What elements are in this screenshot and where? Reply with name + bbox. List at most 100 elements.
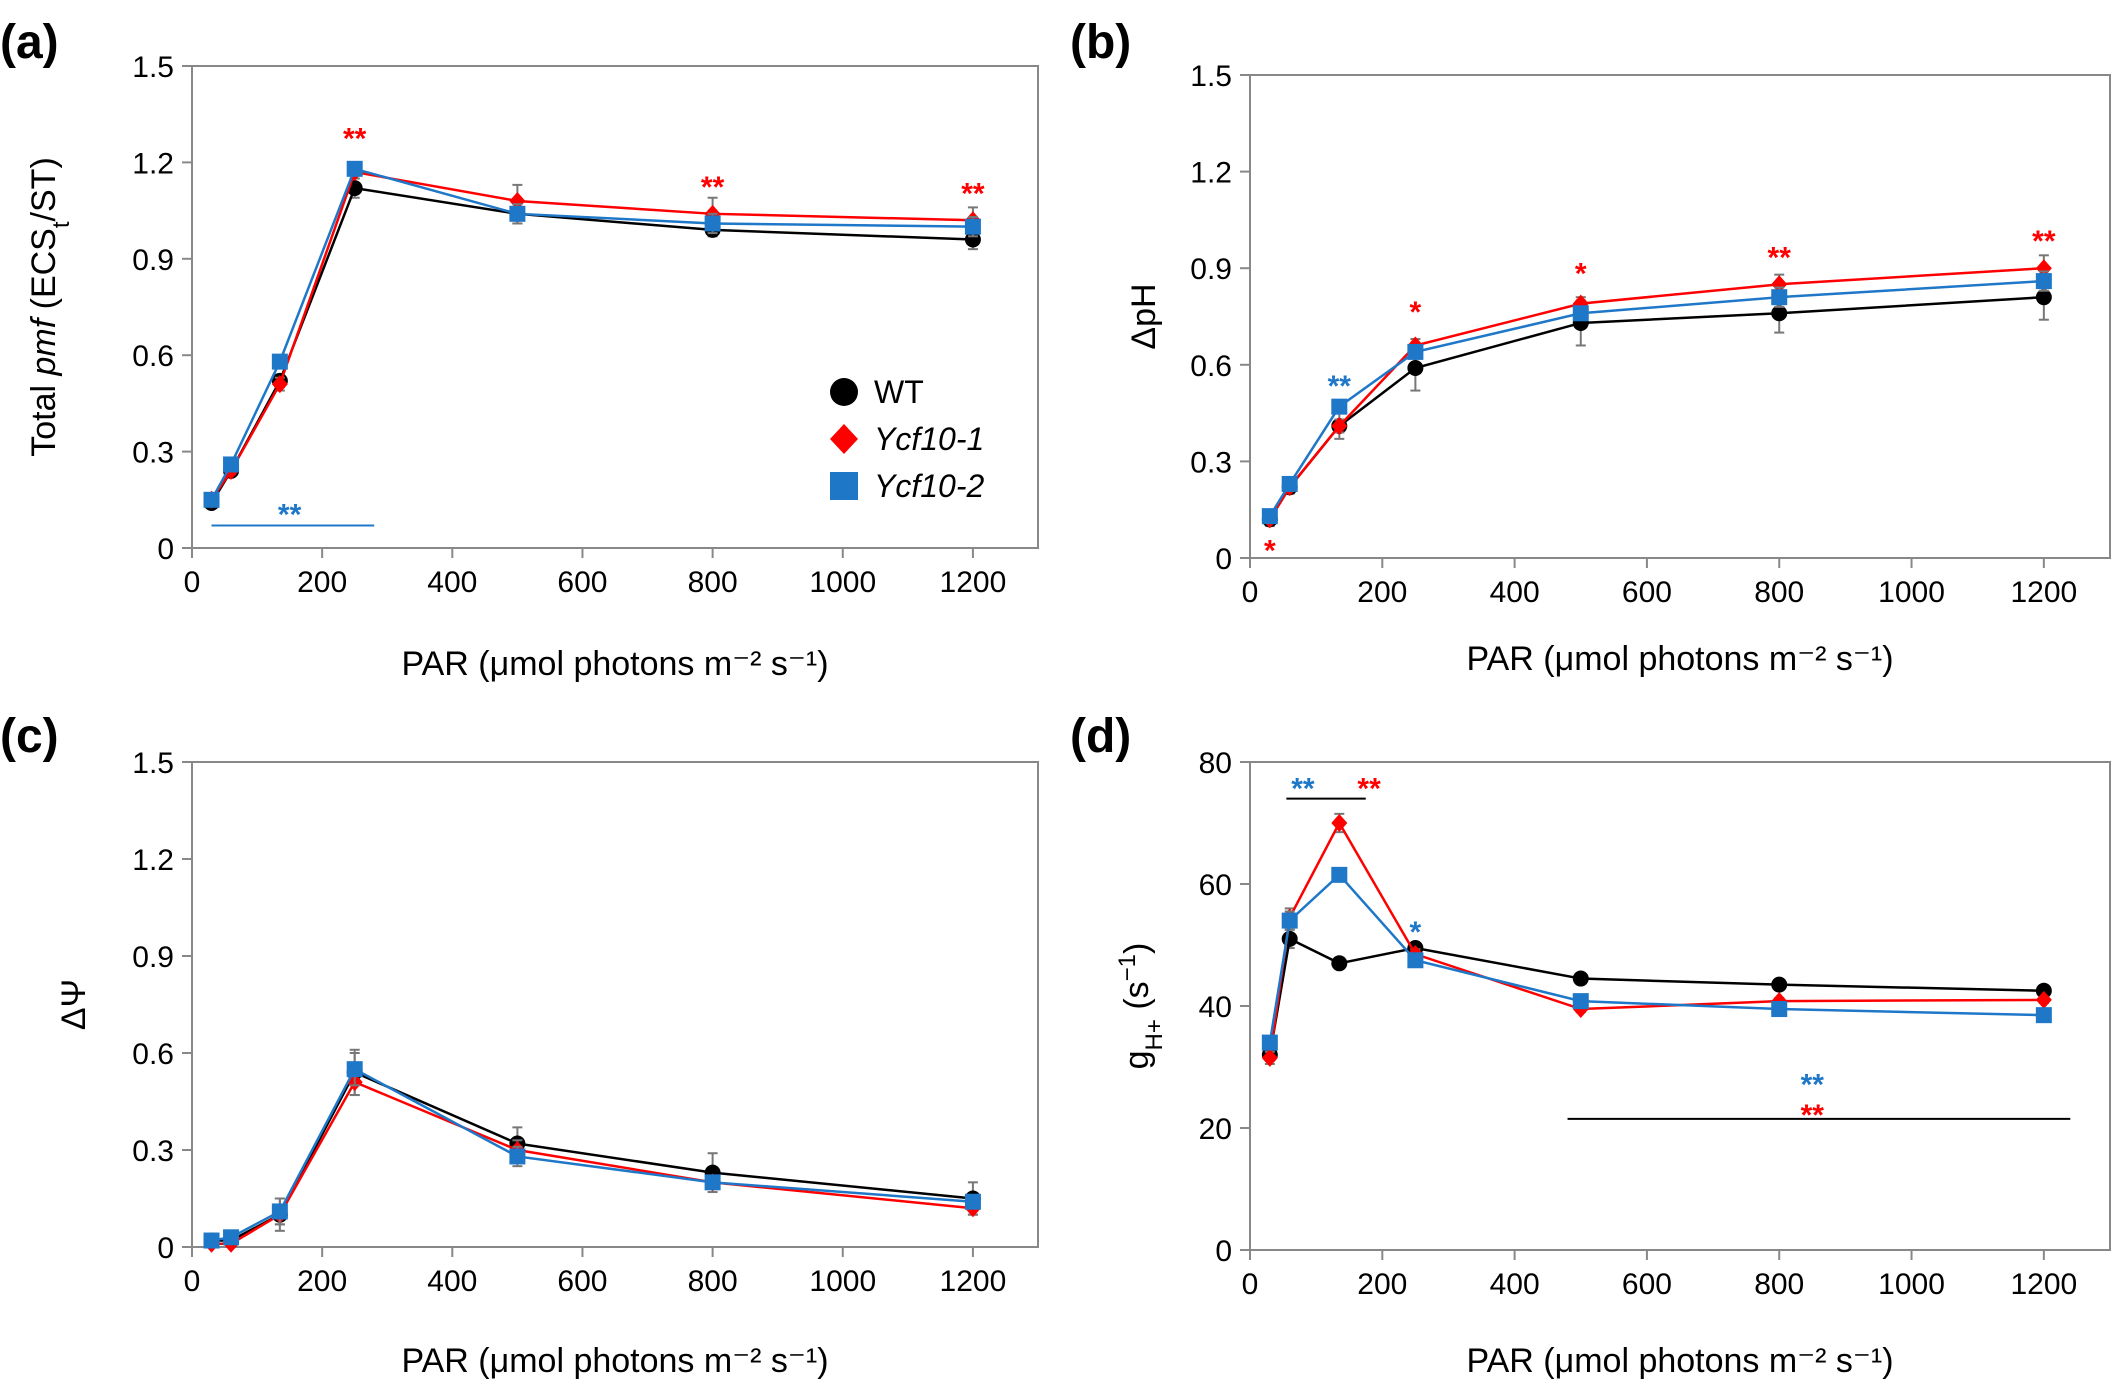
x-tick-label: 1000 bbox=[1878, 576, 1945, 609]
chart-panel-2: (b) 0 200 400 600 800 1000 1200 0 0.3 0.6 0.9 1.2 1.5… bbox=[1070, 16, 2111, 678]
data-point bbox=[223, 1229, 240, 1246]
y-tick-label: 0 bbox=[1215, 1235, 1232, 1268]
plot-frame bbox=[191, 761, 1039, 1248]
y-tick-label: 1.5 bbox=[132, 51, 174, 84]
y-tick-label: 1.5 bbox=[1190, 60, 1232, 93]
data-point bbox=[964, 1193, 981, 1210]
x-tick-label: 1000 bbox=[1878, 1268, 1945, 1301]
data-point bbox=[1771, 305, 1788, 322]
y-axis-label-part: H+ bbox=[1141, 1019, 1168, 1050]
x-tick-label: 1200 bbox=[2010, 1268, 2077, 1301]
legend: WT Ycf10-1 Ycf10-2 bbox=[830, 374, 984, 504]
data-point bbox=[203, 1232, 220, 1249]
significance-marker: ** bbox=[701, 171, 725, 204]
x-tick-label: 800 bbox=[1754, 1268, 1804, 1301]
data-point bbox=[509, 1148, 526, 1165]
y-tick-label: 0.6 bbox=[132, 1038, 174, 1071]
x-tick-label: 0 bbox=[1242, 576, 1259, 609]
chart-panel-4: (d) 0 200 400 600 800 1000 1200 0 20 40 60 80 PAR (μm… bbox=[1070, 710, 2111, 1380]
series-wt bbox=[203, 177, 981, 512]
x-tick-label: 800 bbox=[688, 1265, 738, 1298]
data-point bbox=[1261, 508, 1278, 525]
x-tick-label: 600 bbox=[557, 1265, 607, 1298]
data-point bbox=[1771, 275, 1788, 294]
y-axis-label-part: g bbox=[1118, 1050, 1156, 1069]
significance-marker: * bbox=[1264, 534, 1276, 567]
data-point bbox=[1261, 1048, 1278, 1067]
y-tick-label: 0.3 bbox=[132, 1135, 174, 1168]
data-point bbox=[2035, 982, 2052, 999]
x-axis-label: PAR (μmol photons m⁻² s⁻¹) bbox=[1466, 640, 1893, 678]
legend-label: WT bbox=[874, 374, 924, 410]
data-point bbox=[1331, 814, 1348, 832]
chart-panel-1: (a) 0 200 400 600 800 1000 1200 0 0.3 0.6 0.9 1.2 1.5… bbox=[0, 16, 1039, 683]
x-tick-label: 1200 bbox=[940, 1265, 1007, 1298]
y-tick-label: 0 bbox=[157, 533, 174, 566]
data-point bbox=[271, 353, 288, 370]
panel-letter: (c) bbox=[0, 710, 59, 763]
x-tick-label: 0 bbox=[1242, 1268, 1259, 1301]
data-point bbox=[509, 191, 526, 210]
y-tick-label: 0.9 bbox=[132, 941, 174, 974]
series-ycf10-2 bbox=[203, 1052, 981, 1249]
series-line bbox=[1268, 937, 2044, 1056]
data-point bbox=[1261, 1034, 1278, 1051]
data-point bbox=[2035, 259, 2052, 278]
x-axis-label: PAR (μmol photons m⁻² s⁻¹) bbox=[1466, 1342, 1893, 1380]
data-point bbox=[1572, 993, 1589, 1010]
y-tick-label: 1.5 bbox=[132, 747, 174, 780]
x-tick-label: 800 bbox=[1754, 576, 1804, 609]
y-tick-label: 1.2 bbox=[132, 147, 174, 180]
y-axis-label-part: t bbox=[48, 221, 75, 228]
x-axis-label: PAR (μmol photons m⁻² s⁻¹) bbox=[401, 645, 828, 683]
y-axis-label-part: −1 bbox=[1114, 954, 1141, 981]
data-point bbox=[346, 1061, 363, 1078]
data-point bbox=[704, 1174, 721, 1191]
series-ycf10-2 bbox=[1261, 866, 2052, 1051]
significance-marker: ** bbox=[1291, 772, 1315, 805]
y-tick-label: 0.9 bbox=[1190, 253, 1232, 286]
x-axis-label: PAR (μmol photons m⁻² s⁻¹) bbox=[401, 1342, 828, 1380]
x-tick-label: 1000 bbox=[809, 566, 876, 599]
legend-label: Ycf10-2 bbox=[874, 468, 984, 504]
significance-marker: ** bbox=[1801, 1099, 1825, 1132]
y-axis-label-part: pmf bbox=[25, 315, 63, 376]
y-axis-label-part: ΔΨ bbox=[55, 979, 93, 1030]
series-ycf10-2 bbox=[1261, 270, 2052, 525]
data-point bbox=[203, 491, 220, 508]
series-line bbox=[1268, 820, 2044, 1059]
significance-marker: ** bbox=[1328, 370, 1352, 403]
x-tick-label: 200 bbox=[297, 566, 347, 599]
y-tick-label: 0.6 bbox=[1190, 350, 1232, 383]
significance-marker: ** bbox=[278, 499, 302, 532]
y-axis-label-part: ΔpH bbox=[1125, 283, 1163, 349]
x-tick-label: 400 bbox=[427, 566, 477, 599]
panel-letter: (a) bbox=[0, 16, 59, 69]
data-point bbox=[1407, 343, 1424, 360]
y-tick-label: 20 bbox=[1199, 1113, 1232, 1146]
series-line bbox=[1268, 873, 2044, 1043]
x-tick-label: 600 bbox=[1622, 1268, 1672, 1301]
data-point bbox=[1572, 305, 1589, 322]
y-tick-label: 80 bbox=[1199, 747, 1232, 780]
data-point bbox=[1331, 866, 1348, 883]
significance-marker: ** bbox=[343, 123, 367, 156]
y-tick-label: 0.9 bbox=[132, 244, 174, 277]
x-tick-label: 1000 bbox=[809, 1265, 876, 1298]
y-axis-label-part: /ST) bbox=[25, 157, 63, 221]
data-point bbox=[1331, 398, 1348, 415]
y-tick-label: 40 bbox=[1199, 991, 1232, 1024]
significance-marker: * bbox=[1575, 257, 1587, 290]
data-point bbox=[2035, 273, 2052, 290]
data-point bbox=[704, 215, 721, 232]
significance-marker: * bbox=[1410, 296, 1422, 329]
series-wt bbox=[203, 1048, 981, 1249]
series-line bbox=[1268, 279, 2044, 517]
y-axis-label: gH+ (s−1) bbox=[1114, 943, 1168, 1070]
x-tick-label: 600 bbox=[1622, 576, 1672, 609]
chart-panel-3: (c) 0 200 400 600 800 1000 1200 0 0.3 0.6 0.9 1.2 1.5… bbox=[0, 710, 1039, 1380]
x-tick-label: 0 bbox=[184, 1265, 201, 1298]
data-point bbox=[964, 218, 981, 235]
data-point bbox=[1331, 416, 1348, 435]
series-line bbox=[1268, 295, 2044, 521]
